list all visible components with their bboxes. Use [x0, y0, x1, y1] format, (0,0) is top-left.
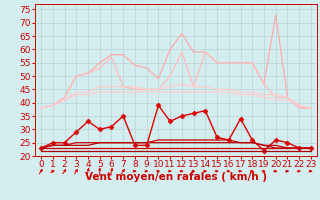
- X-axis label: Vent moyen/en rafales ( km/h ): Vent moyen/en rafales ( km/h ): [85, 172, 267, 182]
